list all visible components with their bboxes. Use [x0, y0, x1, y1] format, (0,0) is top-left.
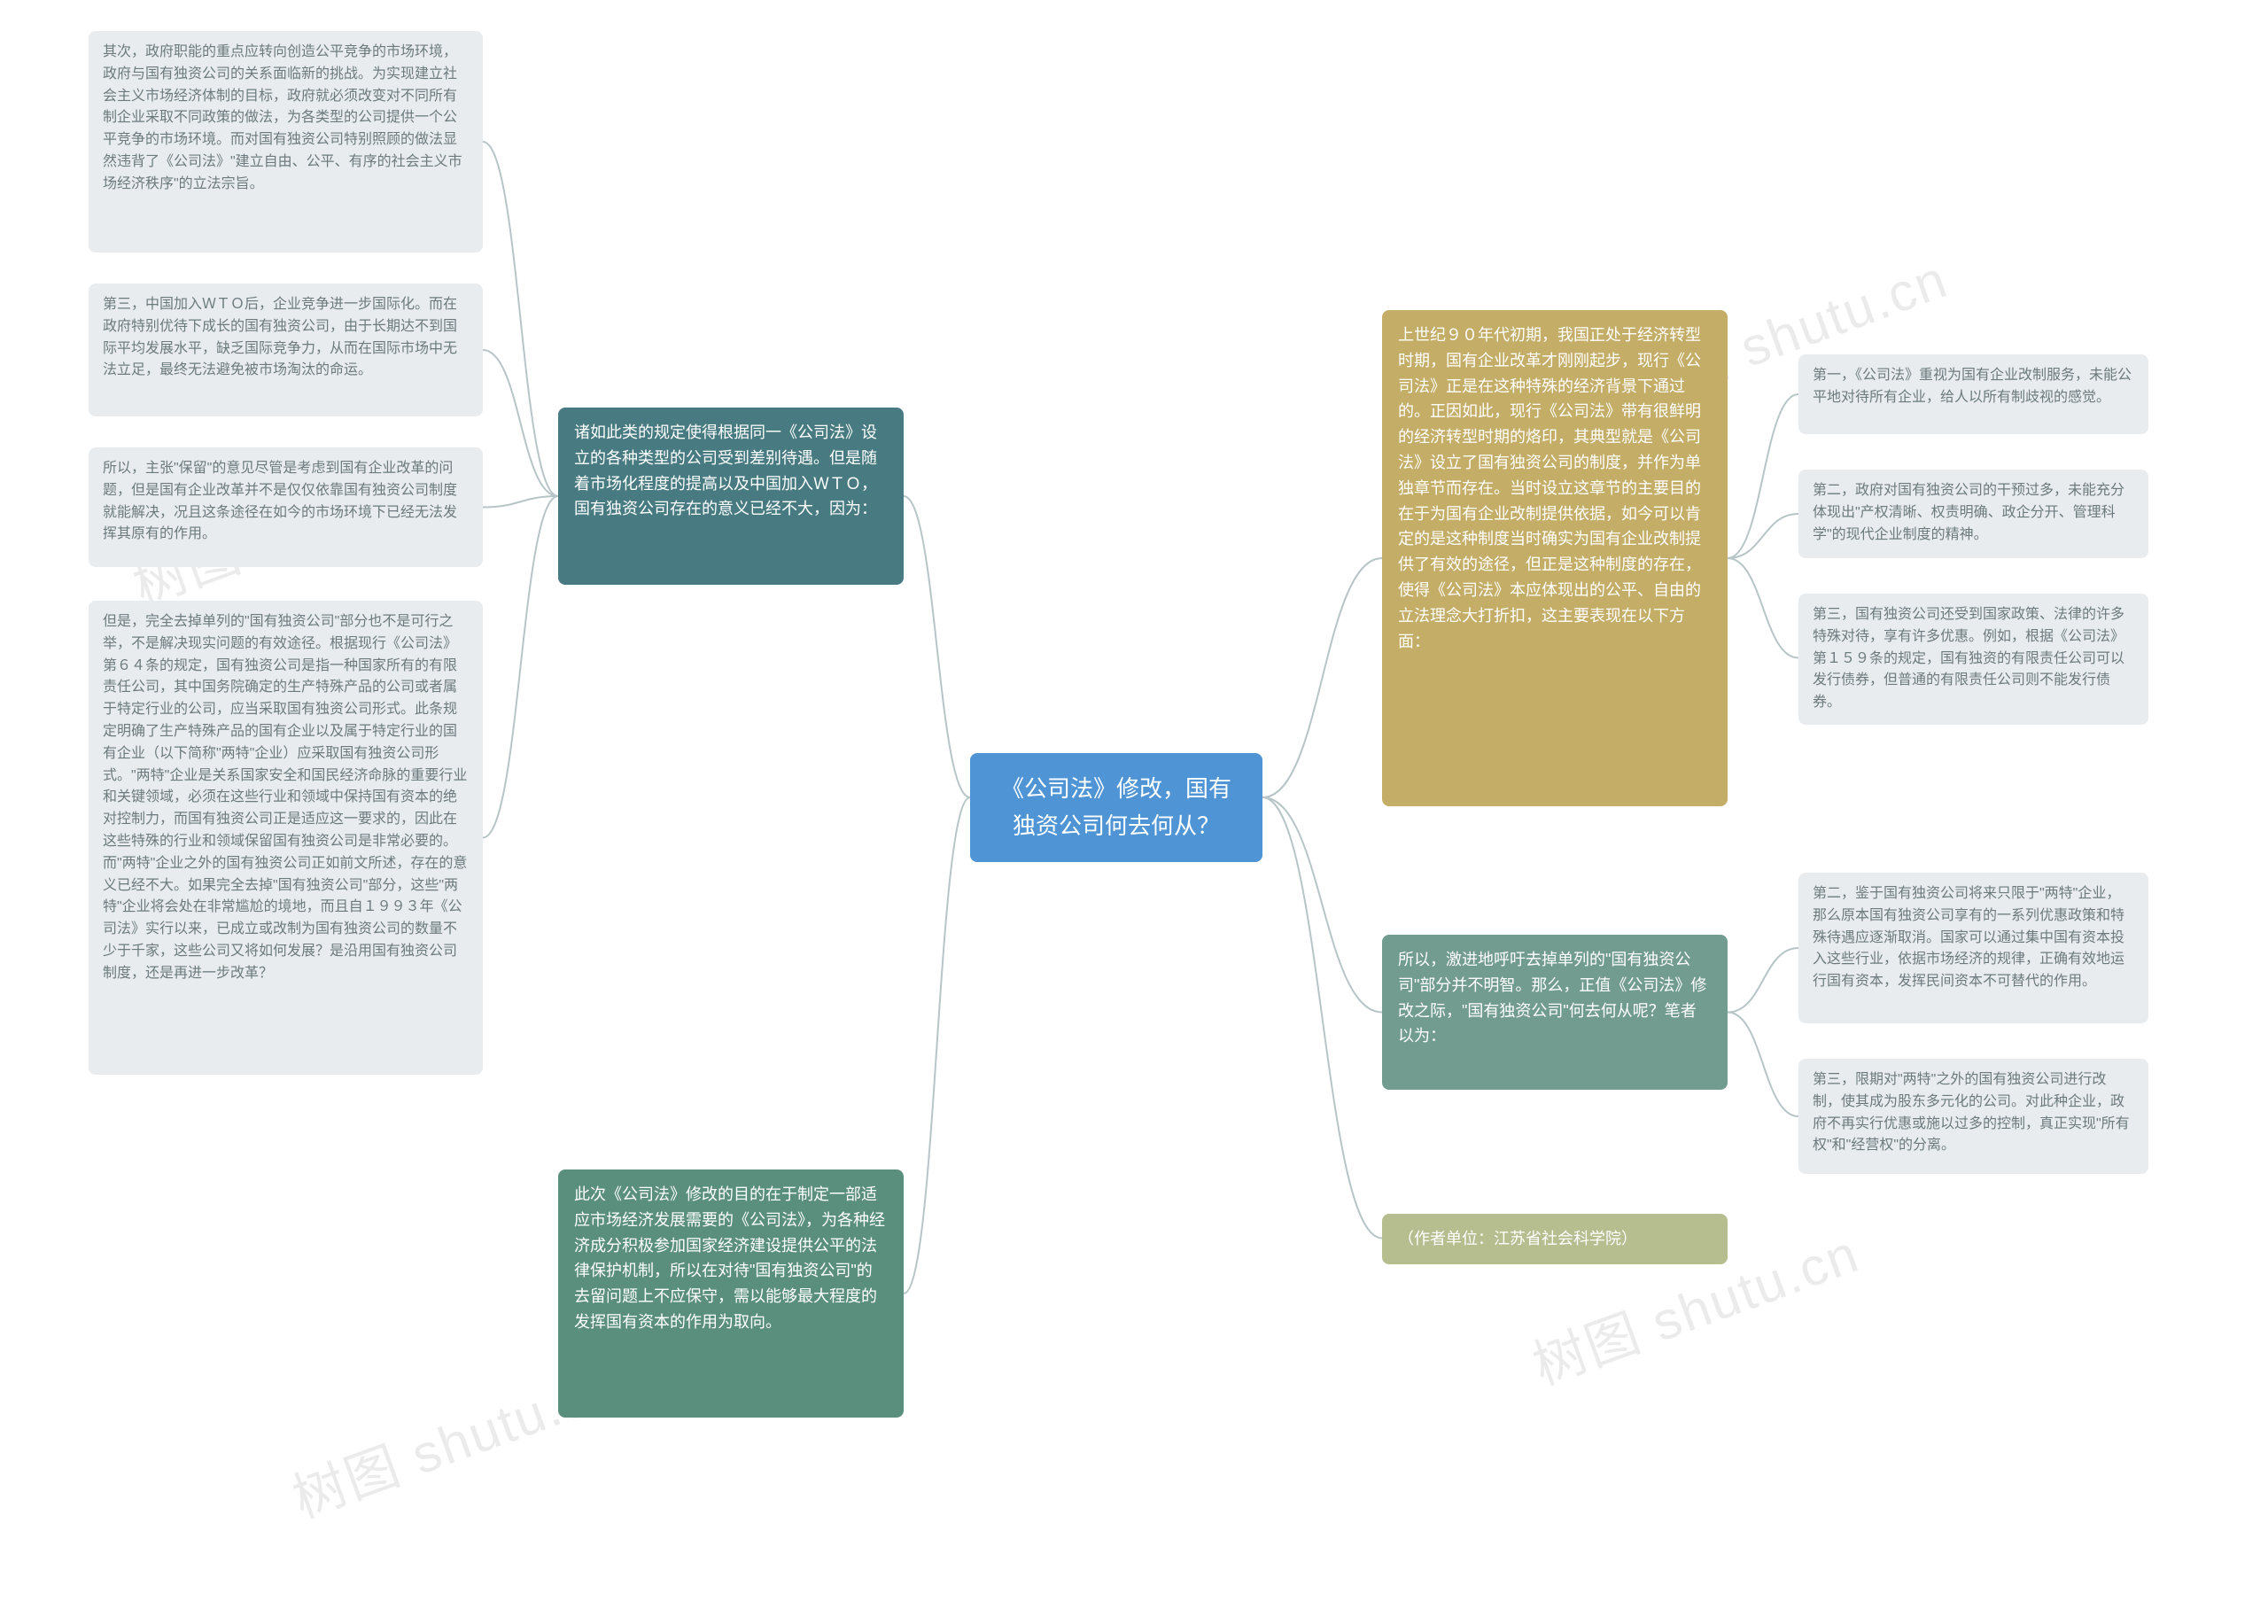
- mindmap-node: 第三，国有独资公司还受到国家政策、法律的许多特殊对待，享有许多优惠。例如，根据《…: [1798, 594, 2148, 725]
- mindmap-node: 第一，《公司法》重视为国有企业改制服务，未能公平地对待所有企业，给人以所有制歧视…: [1798, 354, 2148, 434]
- mindmap-node: 上世纪９０年代初期，我国正处于经济转型时期，国有企业改革才刚刚起步，现行《公司法…: [1382, 310, 1728, 806]
- mindmap-node: 第二，政府对国有独资公司的干预过多，未能充分体现出"产权清晰、权责明确、政企分开…: [1798, 470, 2148, 558]
- mindmap-node: 所以，主张"保留"的意见尽管是考虑到国有企业改革的问题，但是国有企业改革并不是仅…: [89, 447, 483, 567]
- mindmap-node: 此次《公司法》修改的目的在于制定一部适应市场经济发展需要的《公司法》，为各种经济…: [558, 1169, 904, 1418]
- mindmap-node: 诸如此类的规定使得根据同一《公司法》设立的各种类型的公司受到差别待遇。但是随着市…: [558, 408, 904, 585]
- mindmap-node: 所以，激进地呼吁去掉单列的"国有独资公司"部分并不明智。那么，正值《公司法》修改…: [1382, 935, 1728, 1090]
- mindmap-node: 其次，政府职能的重点应转向创造公平竞争的市场环境，政府与国有独资公司的关系面临新…: [89, 31, 483, 253]
- mindmap-node: （作者单位：江苏省社会科学院）: [1382, 1214, 1728, 1264]
- mindmap-node: 《公司法》修改，国有独资公司何去何从？: [970, 753, 1262, 862]
- mindmap-node: 第三，中国加入ＷＴＯ后，企业竞争进一步国际化。而在政府特别优待下成长的国有独资公…: [89, 284, 483, 416]
- mindmap-node: 第三，限期对"两特"之外的国有独资公司进行改制，使其成为股东多元化的公司。对此种…: [1798, 1059, 2148, 1174]
- mindmap-node: 但是，完全去掉单列的"国有独资公司"部分也不是可行之举，不是解决现实问题的有效途…: [89, 601, 483, 1075]
- mindmap-node: 第二，鉴于国有独资公司将来只限于"两特"企业，那么原本国有独资公司享有的一系列优…: [1798, 873, 2148, 1023]
